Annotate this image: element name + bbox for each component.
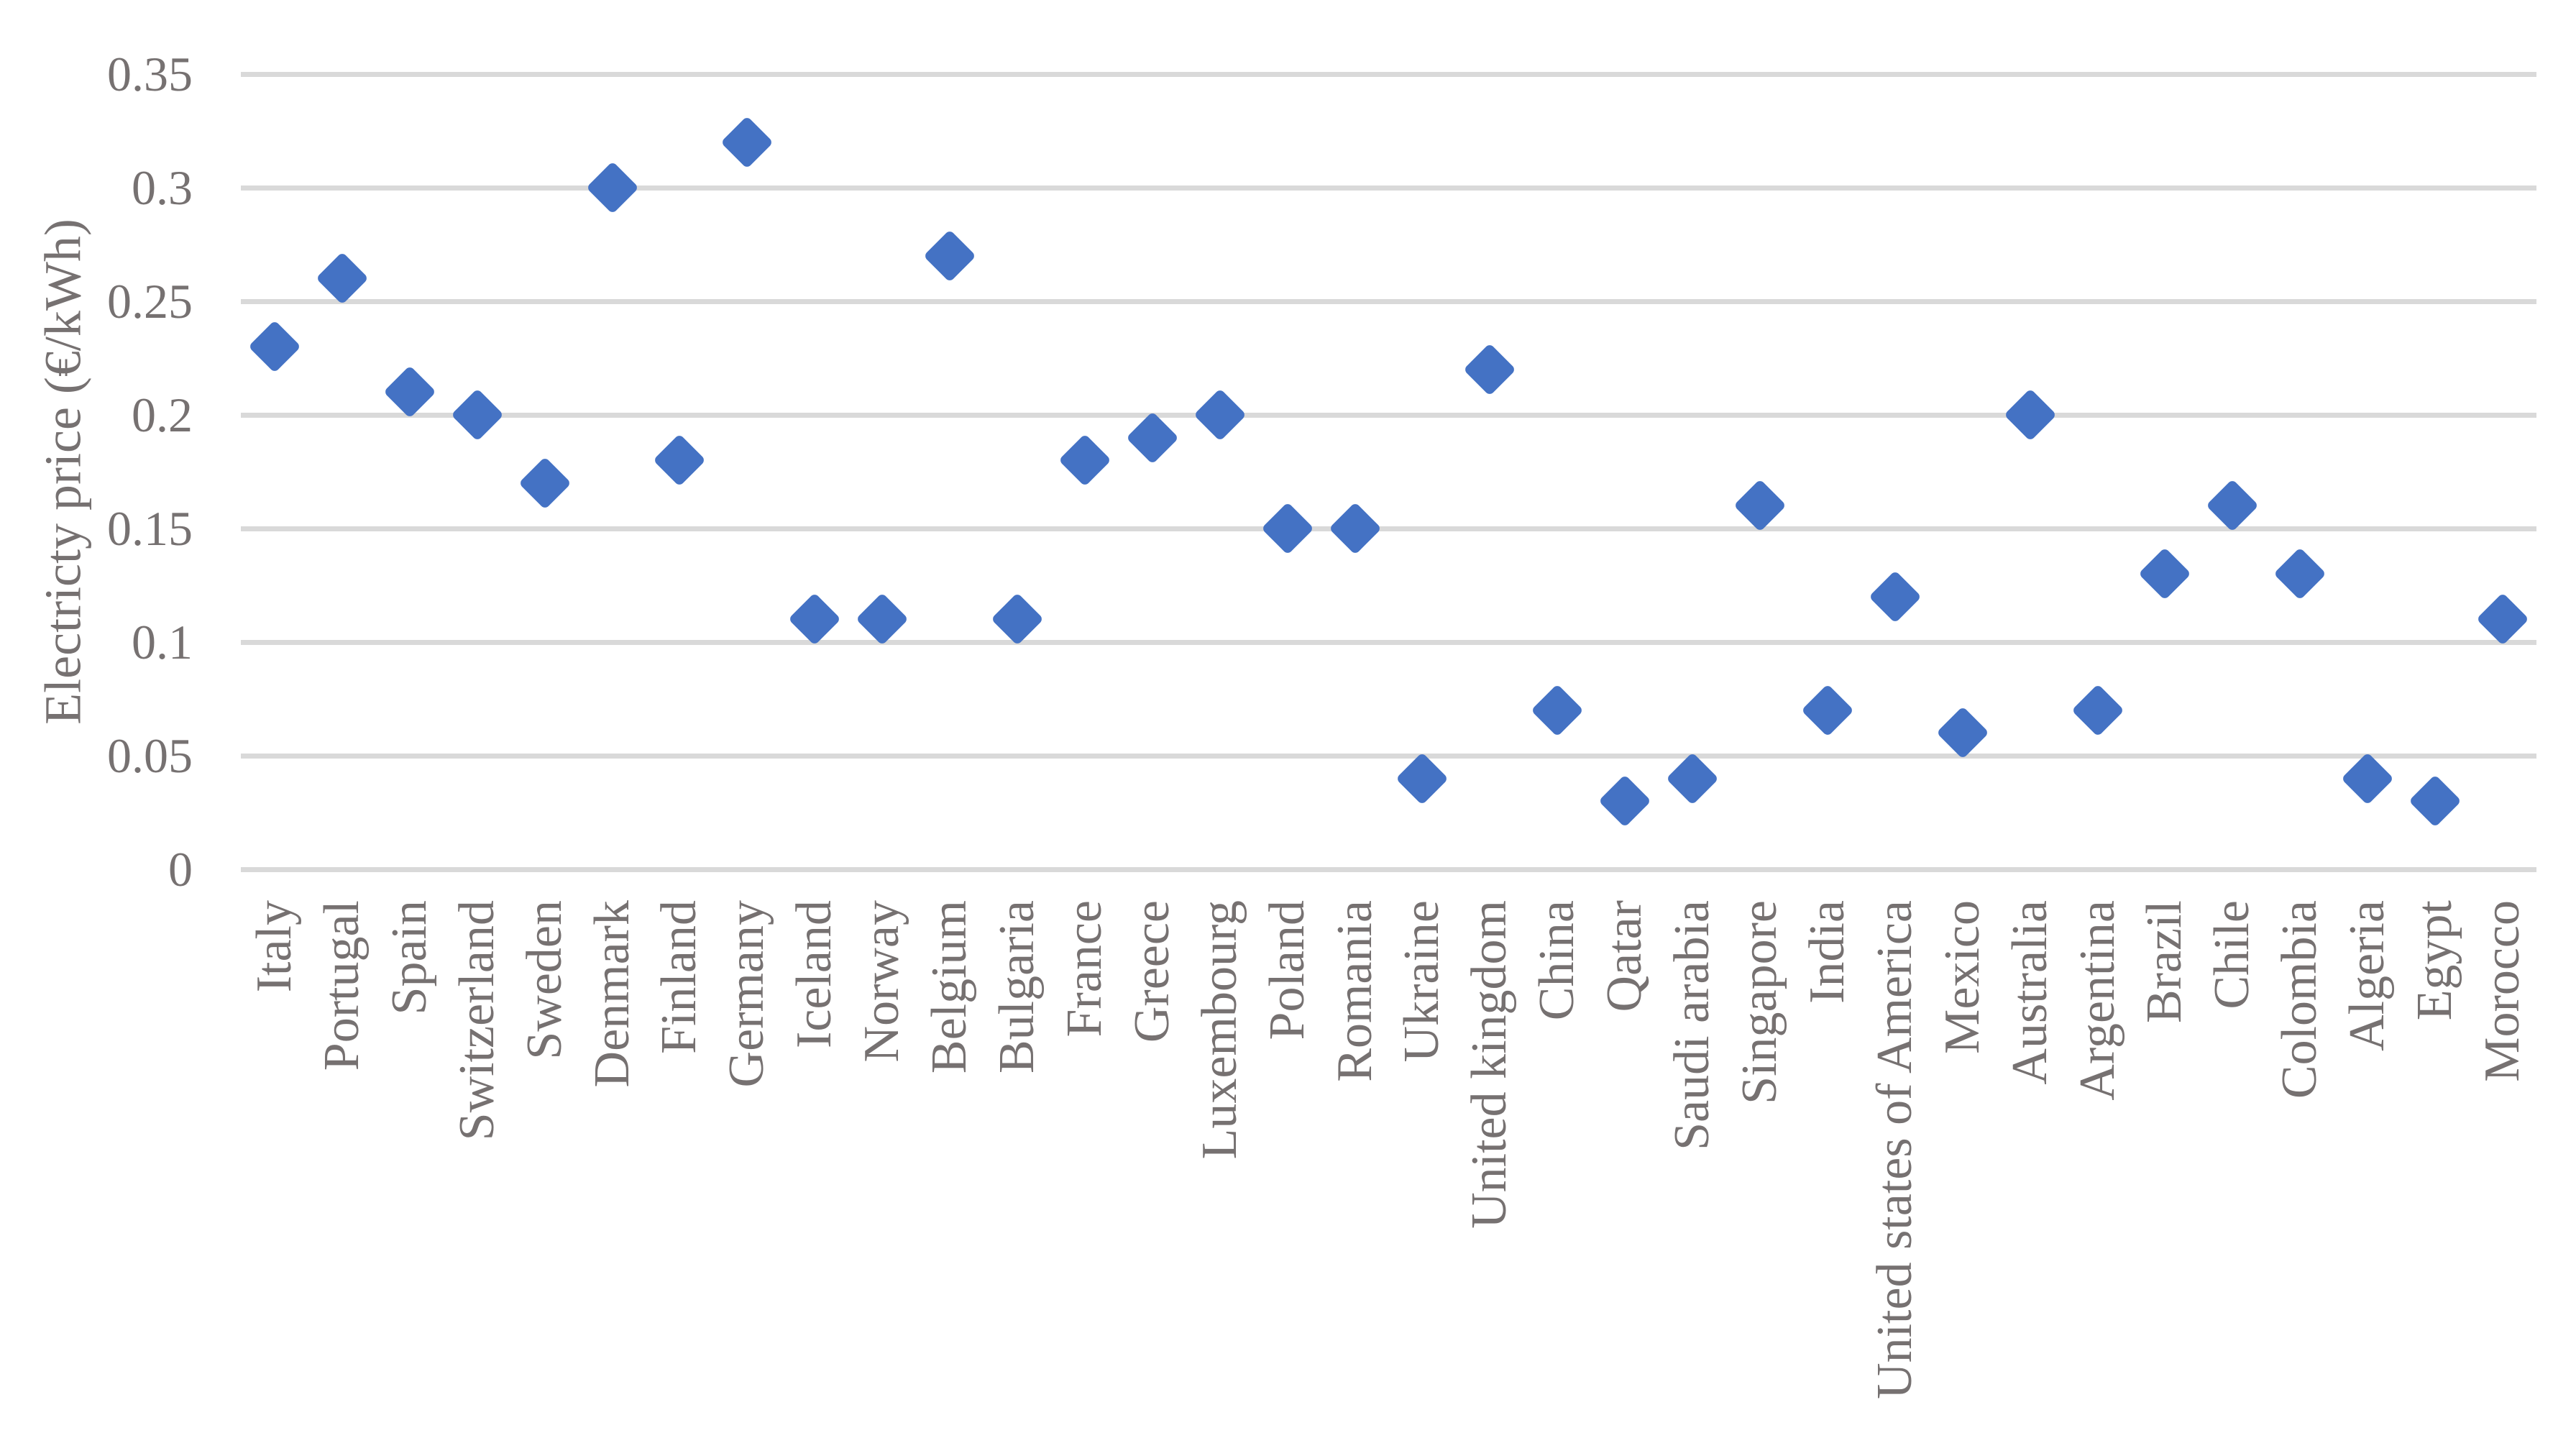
x-axis-label: United kingdom xyxy=(1462,900,1518,1229)
data-point xyxy=(1733,479,1787,533)
data-point xyxy=(1126,411,1179,464)
data-point xyxy=(653,434,707,487)
gridline xyxy=(241,71,2536,77)
x-axis-label: Romania xyxy=(1326,900,1383,1082)
x-axis-label: Italy xyxy=(246,900,302,993)
x-axis-label: Algeria xyxy=(2339,900,2396,1051)
gridline xyxy=(241,866,2536,872)
x-axis-label: Poland xyxy=(1259,900,1315,1040)
x-axis-label: Egypt xyxy=(2407,900,2463,1021)
gridline xyxy=(241,753,2536,759)
data-point xyxy=(788,592,842,646)
x-axis-label: India xyxy=(1799,900,1855,1004)
x-axis-label: Germany xyxy=(719,900,775,1088)
x-axis-label: Qatar xyxy=(1597,900,1653,1012)
data-point xyxy=(1531,684,1585,737)
x-axis-label: Portugal xyxy=(313,900,370,1071)
data-point xyxy=(1328,502,1382,555)
x-axis-label: Morocco xyxy=(2475,900,2531,1082)
x-axis-label: Iceland xyxy=(787,900,843,1048)
data-point xyxy=(2003,388,2057,441)
gridline xyxy=(241,412,2536,418)
data-point xyxy=(518,457,572,510)
x-axis-label: Bulgaria xyxy=(989,900,1045,1074)
x-axis-label: United states of America xyxy=(1866,900,1922,1399)
data-point xyxy=(2206,479,2260,533)
data-point xyxy=(1801,684,1854,737)
data-point xyxy=(585,161,639,214)
x-axis-label: Chile xyxy=(2204,900,2260,1009)
x-axis-label: Norway xyxy=(854,900,910,1063)
y-axis-tick-label: 0.05 xyxy=(107,728,193,783)
x-axis-label: Sweden xyxy=(516,900,572,1060)
x-axis-label: Luxembourg xyxy=(1191,900,1247,1160)
gridline xyxy=(241,526,2536,531)
data-point xyxy=(1463,343,1517,396)
data-point xyxy=(720,116,774,169)
x-axis-label: Spain xyxy=(381,900,437,1015)
y-axis-tick-label: 0.15 xyxy=(107,501,193,556)
x-axis-label: Argentina xyxy=(2069,900,2125,1101)
x-axis-label: Australia xyxy=(2002,900,2058,1085)
y-axis-tick-label: 0.25 xyxy=(107,274,193,329)
gridline xyxy=(241,639,2536,645)
gridline xyxy=(241,298,2536,304)
data-point xyxy=(2476,592,2529,646)
data-point xyxy=(2138,547,2192,600)
x-axis-label: Saudi arabia xyxy=(1664,900,1720,1150)
data-point xyxy=(382,365,436,419)
y-axis-tick-label: 0.3 xyxy=(132,160,193,215)
x-axis-label: Greece xyxy=(1124,900,1180,1043)
data-point xyxy=(1935,706,1989,760)
x-axis-label: Brazil xyxy=(2137,900,2193,1024)
x-axis-label: France xyxy=(1056,900,1112,1038)
data-point xyxy=(1193,388,1247,441)
data-point xyxy=(1058,434,1111,487)
data-point xyxy=(2408,774,2462,828)
data-point xyxy=(1666,751,1719,805)
x-axis-label: Finland xyxy=(651,900,707,1054)
y-axis-tick-label: 0.35 xyxy=(107,47,193,101)
data-point xyxy=(1395,751,1449,805)
data-point xyxy=(2273,547,2327,600)
x-axis-label: Colombia xyxy=(2272,900,2328,1099)
y-axis-tick-label: 0.1 xyxy=(132,615,193,669)
data-point xyxy=(450,388,504,441)
x-axis-label: China xyxy=(1529,900,1585,1021)
x-axis-label: Mexico xyxy=(1934,900,1990,1054)
y-axis-tick-label: 0.2 xyxy=(132,388,193,442)
x-axis-label: Belgium xyxy=(922,900,978,1074)
x-axis-label: Switzerland xyxy=(449,900,505,1141)
data-point xyxy=(2341,751,2394,805)
data-point xyxy=(1869,570,1922,623)
data-point xyxy=(1598,774,1651,828)
x-axis-label: Denmark xyxy=(584,900,640,1088)
data-point xyxy=(2071,684,2124,737)
x-axis-label: Singapore xyxy=(1732,900,1787,1104)
data-point xyxy=(923,229,976,283)
data-point xyxy=(248,320,301,373)
x-axis-label: Ukraine xyxy=(1394,900,1450,1063)
gridline xyxy=(241,185,2536,191)
data-point xyxy=(856,592,909,646)
y-axis-tick-label: 0 xyxy=(168,842,193,897)
data-point xyxy=(991,592,1044,646)
data-point xyxy=(1260,502,1314,555)
data-point xyxy=(316,252,369,306)
